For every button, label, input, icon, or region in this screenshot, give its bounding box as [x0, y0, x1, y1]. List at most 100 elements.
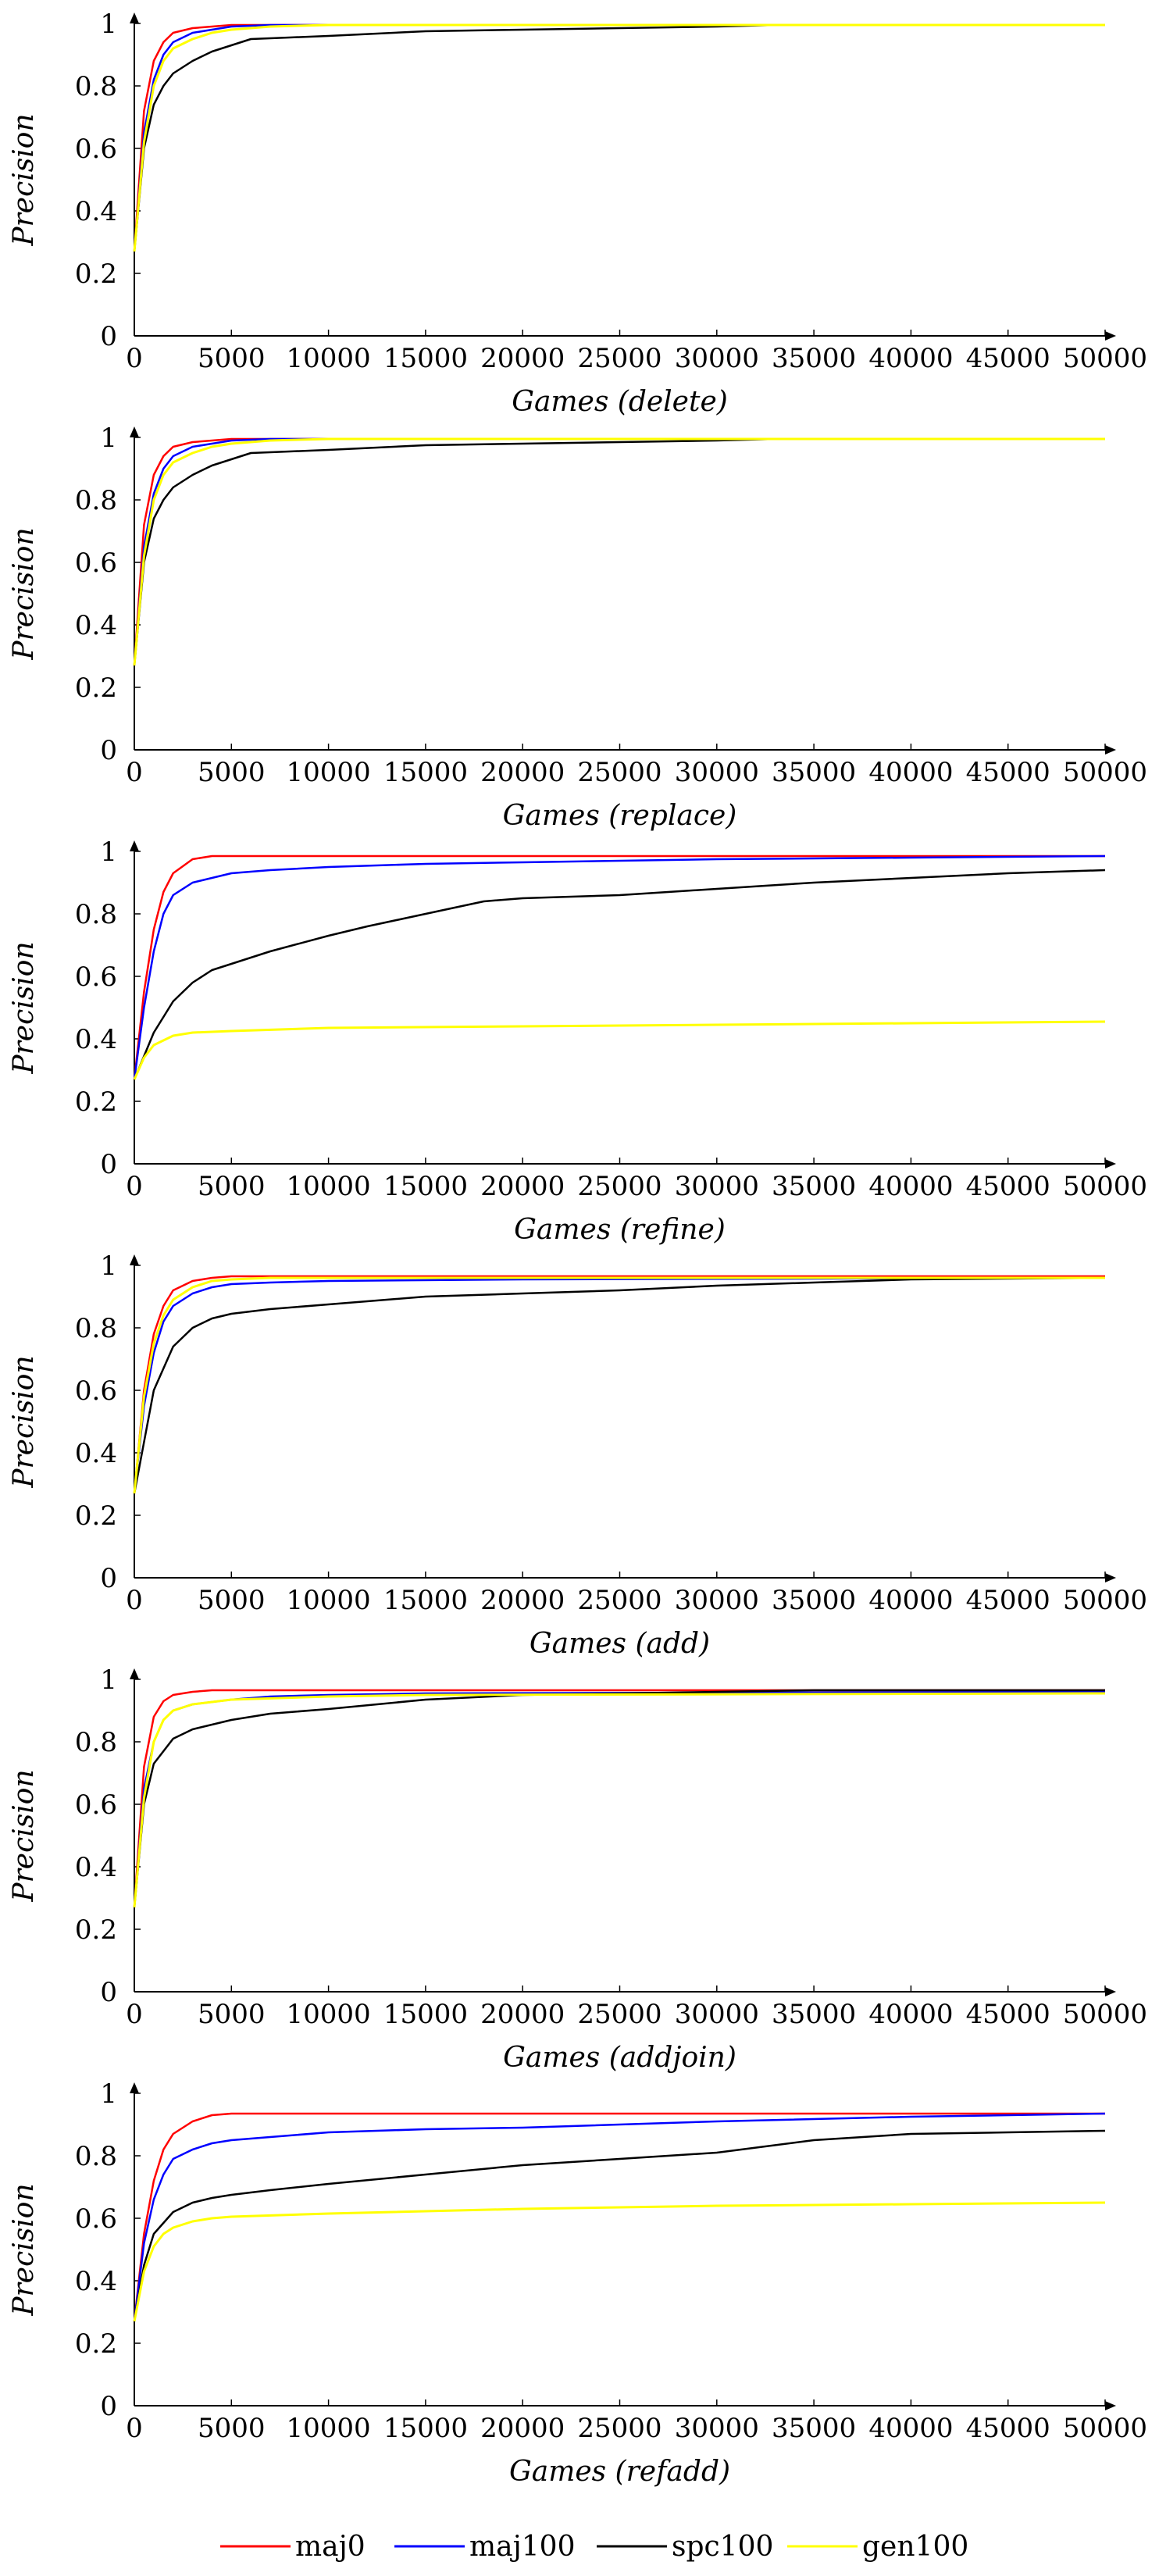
y-tick-label: 0 — [100, 735, 117, 766]
series-line-gen100 — [133, 23, 1105, 252]
x-tick-label: 10000 — [287, 1171, 371, 1202]
x-tick-label: 50000 — [1063, 1585, 1147, 1616]
y-tick-label: 0.8 — [75, 71, 117, 102]
x-tick-label: 50000 — [1063, 1171, 1147, 1202]
y-tick-label: 0.2 — [75, 673, 117, 704]
x-tick-label: 40000 — [868, 1585, 953, 1616]
x-tick-label: 15000 — [383, 757, 468, 788]
y-tick-label: 0 — [100, 321, 117, 352]
y-tick-label: 1 — [100, 1251, 117, 1282]
series-line-maj0 — [133, 23, 1105, 252]
line-chart-panel: 0 5000 10000 15000 20000 25000 30000 35000 40000… — [8, 1251, 1147, 1660]
x-tick-label: 50000 — [1063, 2413, 1147, 2444]
y-tick-label: 0.4 — [75, 1438, 117, 1469]
x-tick-label: 45000 — [966, 1999, 1050, 2030]
x-tick-label: 20000 — [480, 1585, 565, 1616]
y-tick-label: 0.2 — [75, 1500, 117, 1532]
x-axis-label: Games (add) — [530, 1628, 710, 1660]
x-tick-label: 40000 — [868, 757, 953, 788]
x-axis-label: Games (refadd) — [509, 2456, 730, 2488]
series-line-gen100 — [133, 2201, 1106, 2322]
x-axis-arrowhead — [1105, 2401, 1116, 2410]
x-axis-arrowhead — [1105, 745, 1116, 755]
legend-label: gen100 — [862, 2531, 968, 2563]
y-tick-label: 1 — [100, 1664, 117, 1696]
x-tick-label: 0 — [126, 1171, 143, 1202]
y-tick-label: 0.4 — [75, 2266, 117, 2297]
y-axis-label: Precision — [8, 1769, 40, 1902]
x-tick-label: 35000 — [772, 1999, 856, 2030]
x-tick-label: 25000 — [577, 343, 662, 374]
y-axis-label: Precision — [8, 113, 40, 246]
x-tick-label: 35000 — [772, 1171, 856, 1202]
x-axis-arrowhead — [1105, 1159, 1116, 1168]
y-tick-label: 1 — [100, 9, 117, 40]
series-line-maj0 — [133, 855, 1105, 1080]
x-tick-label: 20000 — [480, 1171, 565, 1202]
series-line-spc100 — [133, 23, 1105, 252]
x-tick-label: 5000 — [198, 2413, 266, 2444]
series-line-spc100 — [133, 1276, 1106, 1494]
x-tick-label: 45000 — [966, 1171, 1050, 1202]
x-tick-label: 50000 — [1063, 343, 1147, 374]
x-axis-label: Games (replace) — [503, 800, 737, 832]
x-tick-label: 30000 — [675, 1999, 759, 2030]
x-tick-label: 10000 — [287, 1999, 371, 2030]
x-tick-label: 40000 — [868, 343, 953, 374]
y-tick-label: 0.6 — [75, 1789, 117, 1821]
x-tick-label: 0 — [126, 1585, 143, 1616]
y-tick-label: 0.4 — [75, 1024, 117, 1055]
series-line-maj100 — [133, 1276, 1106, 1494]
line-chart-panel: 0 5000 10000 15000 20000 25000 30000 35000 40000… — [8, 1664, 1147, 2074]
y-tick-label: 0.4 — [75, 1852, 117, 1883]
x-tick-label: 35000 — [772, 2413, 856, 2444]
x-axis-arrowhead — [1105, 1987, 1116, 1996]
y-axis-arrowhead — [130, 2082, 139, 2093]
x-tick-label: 20000 — [480, 1999, 565, 2030]
series-line-spc100 — [133, 437, 1105, 666]
y-tick-label: 0.4 — [75, 196, 117, 227]
x-tick-label: 50000 — [1063, 757, 1147, 788]
x-tick-label: 10000 — [287, 757, 371, 788]
x-tick-label: 45000 — [966, 343, 1050, 374]
x-tick-label: 0 — [126, 757, 143, 788]
series-line-maj100 — [133, 437, 1105, 666]
y-tick-label: 0.8 — [75, 2141, 117, 2172]
y-axis-label: Precision — [8, 941, 40, 1074]
x-tick-label: 10000 — [287, 1585, 371, 1616]
x-tick-label: 35000 — [772, 757, 856, 788]
legend-label: maj0 — [295, 2531, 366, 2563]
series-line-maj0 — [133, 1275, 1105, 1494]
x-axis-arrowhead — [1105, 1573, 1116, 1582]
y-tick-label: 0.8 — [75, 485, 117, 516]
series-line-spc100 — [133, 2129, 1106, 2322]
legend: maj0 maj100 spc100 gen100 — [220, 2531, 968, 2563]
x-tick-label: 5000 — [198, 1585, 266, 1616]
y-tick-label: 0.2 — [75, 1086, 117, 1118]
x-tick-label: 0 — [126, 343, 143, 374]
x-axis-label: Games (addjoin) — [503, 2042, 736, 2074]
series-line-spc100 — [133, 869, 1106, 1080]
series-line-maj0 — [133, 2112, 1105, 2322]
series-line-gen100 — [133, 1276, 1105, 1494]
x-tick-label: 5000 — [198, 343, 266, 374]
x-tick-label: 20000 — [480, 2413, 565, 2444]
x-tick-label: 40000 — [868, 1171, 953, 1202]
x-tick-label: 40000 — [868, 1999, 953, 2030]
x-tick-label: 45000 — [966, 757, 1050, 788]
y-tick-label: 0.6 — [75, 548, 117, 579]
x-tick-label: 30000 — [675, 757, 759, 788]
x-tick-label: 30000 — [675, 2413, 759, 2444]
x-tick-label: 25000 — [577, 2413, 662, 2444]
y-axis-arrowhead — [130, 1254, 139, 1265]
y-tick-label: 0.2 — [75, 1914, 117, 1946]
x-tick-label: 5000 — [198, 1171, 266, 1202]
y-tick-label: 1 — [100, 2078, 117, 2110]
y-tick-label: 0.6 — [75, 962, 117, 993]
x-tick-label: 0 — [126, 2413, 143, 2444]
x-tick-label: 20000 — [480, 757, 565, 788]
x-tick-label: 15000 — [383, 1999, 468, 2030]
y-axis-label: Precision — [8, 1355, 40, 1488]
x-axis-label: Games (delete) — [512, 386, 728, 418]
